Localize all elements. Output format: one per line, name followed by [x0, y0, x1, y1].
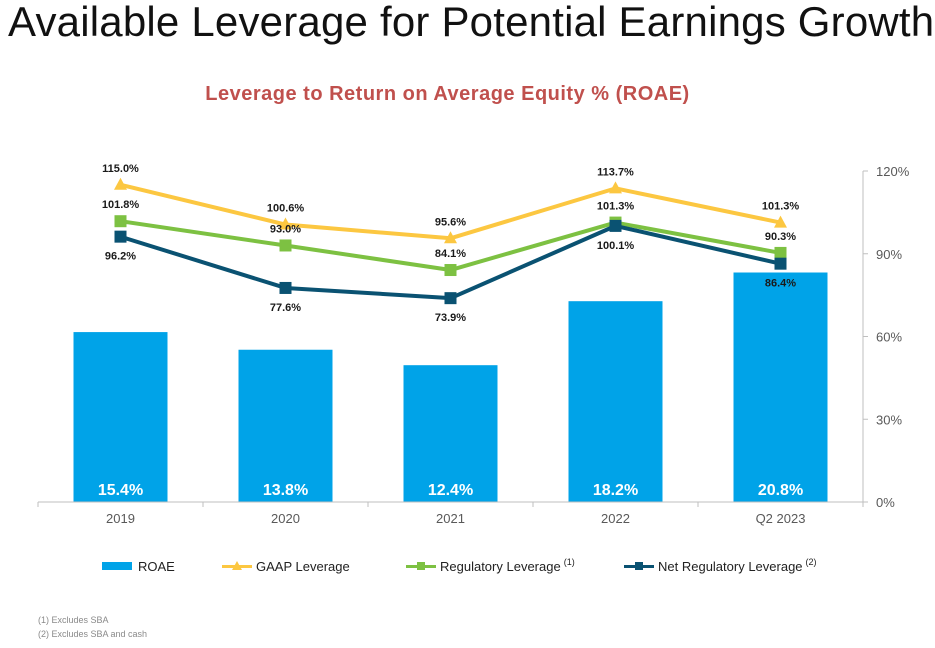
regulatory-leveragemarker-2 [444, 264, 457, 277]
net-regulatory-leveragemarker-3 [609, 219, 622, 232]
gaap-leveragemarker-0 [114, 177, 127, 190]
roae-bar-3 [568, 301, 663, 502]
gaap-leveragelabel-0: 115.0% [102, 163, 139, 175]
regulatory-leverageline [120, 219, 781, 273]
net-regulatory-leveragelabel-1: 77.6% [270, 302, 301, 314]
net-regulatory-swatch [624, 557, 654, 575]
legend-item-roae: ROAE [102, 557, 175, 575]
roae-bar-2 [403, 365, 498, 502]
regulatory-leveragelabel-1: 93.0% [270, 223, 301, 235]
y-tick-label-1: 30% [876, 412, 902, 427]
regulatory-leveragelabel-2: 84.1% [435, 248, 466, 260]
footnote-2: (2) Excludes SBA and cash [38, 629, 148, 639]
roae-bar-label-2: 12.4% [428, 482, 473, 499]
gaap-leveragelabel-1: 100.6% [267, 203, 305, 215]
gaap-leveragemarker-2 [444, 231, 457, 244]
roae-bar-label-0: 15.4% [98, 482, 143, 499]
net-regulatory-leveragelabel-2: 73.9% [435, 312, 466, 324]
gaap-leveragemarker-4 [774, 215, 787, 228]
net-regulatory-leveragelabel-4: 86.4% [765, 278, 796, 290]
regulatory-leveragemarker-0 [114, 215, 127, 228]
roae-bar-label-4: 20.8% [758, 482, 803, 499]
legend-superscript-regulatory: (1) [563, 557, 575, 567]
gaap-leveragelabel-3: 113.7% [597, 166, 634, 178]
gaap-swatch [222, 557, 252, 575]
x-tick-label-0: 2019 [106, 511, 135, 526]
gaap-leveragemarker-1 [279, 217, 292, 230]
legend-item-gaap: GAAP Leverage [222, 557, 350, 575]
legend-label-regulatory: Regulatory Leverage [440, 558, 561, 574]
regulatory-leveragelabel-0: 101.8% [102, 199, 140, 211]
roae-swatch [102, 562, 132, 570]
net-regulatory-leveragemarker-2 [444, 292, 457, 305]
roae-bar-1 [238, 349, 333, 502]
net-regulatory-leveragelabel-0: 96.2% [105, 251, 136, 263]
y-tick-label-0: 0% [876, 495, 895, 510]
gaap-leverageline [120, 182, 781, 241]
regulatory-leveragemarker-1 [279, 239, 292, 252]
roae-bar-4 [733, 272, 828, 502]
gaap-leveragelabel-4: 101.3% [762, 201, 800, 213]
regulatory-leveragemarker-4 [774, 246, 787, 259]
x-tick-label-3: 2022 [601, 511, 630, 526]
slide-title: Available Leverage for Potential Earning… [8, 0, 935, 45]
chart-title: Leverage to Return on Average Equity % (… [205, 83, 690, 105]
x-tick-label-4: Q2 2023 [756, 511, 806, 526]
net-regulatory-leveragelabel-3: 100.1% [597, 240, 635, 252]
footnote-1: (1) Excludes SBA [38, 615, 109, 625]
net-regulatory-leveragemarker-4 [774, 257, 787, 270]
gaap-leveragelabel-2: 95.6% [435, 216, 466, 228]
legend-item-regulatory: Regulatory Leverage (1) [406, 557, 575, 575]
regulatory-swatch [406, 557, 436, 575]
legend-label-roae: ROAE [138, 558, 175, 574]
x-tick-label-1: 2020 [271, 511, 300, 526]
net-regulatory-leveragemarker-1 [279, 281, 292, 294]
y-tick-label-3: 90% [876, 247, 902, 262]
net-regulatory-leveragemarker-0 [114, 230, 127, 243]
x-tick-label-2: 2021 [436, 511, 465, 526]
regulatory-leveragelabel-4: 90.3% [765, 231, 796, 243]
regulatory-leveragelabel-3: 101.3% [597, 201, 635, 213]
legend-superscript-net-regulatory: (2) [805, 557, 817, 567]
y-tick-label-2: 60% [876, 330, 902, 345]
roae-bar-label-1: 13.8% [263, 482, 308, 499]
roae-bar-label-3: 18.2% [593, 482, 638, 499]
legend-item-net-regulatory: Net Regulatory Leverage (2) [624, 557, 817, 575]
legend-label-gaap: GAAP Leverage [256, 558, 350, 574]
gaap-leveragemarker-3 [609, 181, 622, 194]
roae-bar-0 [73, 332, 168, 502]
y-tick-label-4: 120% [876, 164, 910, 179]
legend-label-net-regulatory: Net Regulatory Leverage [658, 558, 803, 574]
